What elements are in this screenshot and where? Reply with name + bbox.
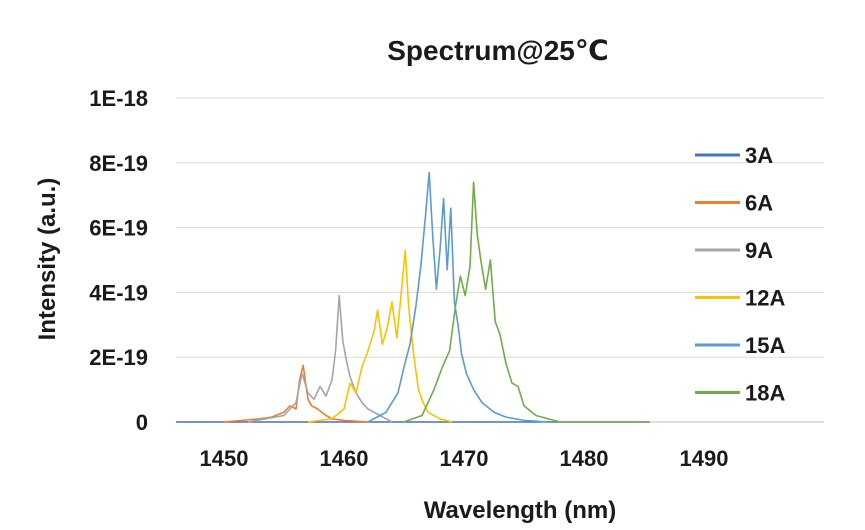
series-line-6A [223, 364, 369, 423]
x-tick-label: 1490 [680, 446, 729, 471]
series-line-15A [367, 171, 549, 423]
gridlines [176, 97, 824, 358]
chart-title: Spectrum@25℃ [387, 35, 609, 66]
y-axis-label: Intensity (a.u.) [34, 178, 61, 341]
series-line-18A [403, 181, 650, 423]
x-tick-label: 1460 [320, 446, 369, 471]
y-tick-labels: 0 2E-19 4E-19 6E-19 8E-19 1E-18 [89, 86, 148, 435]
x-axis-label: Wavelength (nm) [424, 497, 616, 524]
legend-label-3A: 3A [745, 143, 773, 168]
x-tick-label: 1480 [560, 446, 609, 471]
legend-label-12A: 12A [745, 286, 785, 311]
y-tick-label: 8E-19 [89, 151, 148, 176]
legend-label-6A: 6A [745, 191, 773, 216]
legend: 3A 6A 9A 12A 15A 18A [695, 143, 785, 406]
y-tick-label: 1E-18 [89, 86, 148, 111]
y-tick-label: 0 [136, 410, 148, 435]
y-tick-label: 2E-19 [89, 345, 148, 370]
legend-label-18A: 18A [745, 381, 785, 406]
series-lines [176, 171, 650, 423]
legend-label-15A: 15A [745, 333, 785, 358]
y-tick-label: 4E-19 [89, 280, 148, 305]
series-line-12A [307, 249, 453, 423]
x-tick-label: 1450 [200, 446, 249, 471]
x-tick-label: 1470 [440, 446, 489, 471]
y-tick-label: 6E-19 [89, 216, 148, 241]
legend-label-9A: 9A [745, 238, 773, 263]
series-line-9A [247, 294, 393, 423]
x-tick-labels: 1450 1460 1470 1480 1490 [200, 446, 729, 471]
